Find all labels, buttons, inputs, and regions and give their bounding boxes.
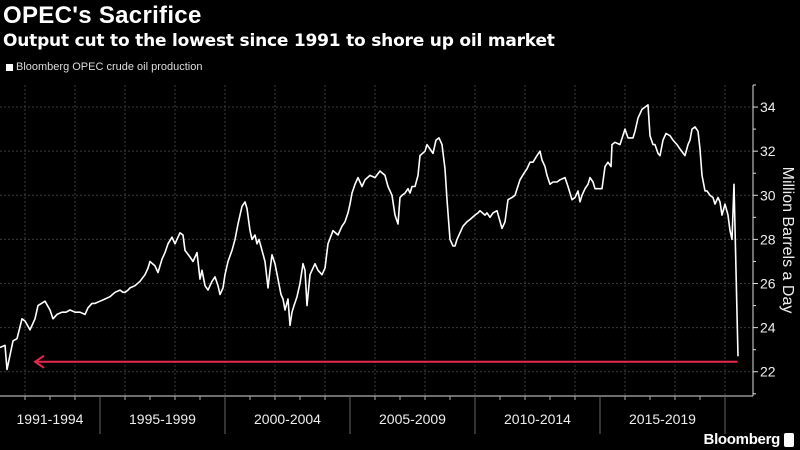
series-line xyxy=(0,104,739,371)
chart-subtitle: Output cut to the lowest since 1991 to s… xyxy=(3,31,555,51)
x-period-label: 2000-2004 xyxy=(254,411,321,427)
bloomberg-terminal-icon xyxy=(784,432,794,447)
axes: 22 24 26 28 30 32 34 1991-1994 1995-1999 2000-200… xyxy=(0,84,776,434)
bloomberg-logo: Bloomberg xyxy=(704,431,794,448)
x-period-label: 1995-1999 xyxy=(129,411,196,427)
legend-swatch xyxy=(6,63,13,71)
gridlines xyxy=(0,85,753,396)
y-tick-label: 34 xyxy=(760,99,776,115)
legend-label: Bloomberg OPEC crude oil production xyxy=(16,61,203,73)
y-axis-label: Million Barrels a Day xyxy=(779,166,796,314)
y-tick-label: 22 xyxy=(760,364,776,380)
arrow-left-icon xyxy=(33,354,45,369)
y-tick-label: 32 xyxy=(760,143,776,159)
x-period-label: 2015-2019 xyxy=(629,411,696,427)
y-tick-label: 26 xyxy=(760,276,776,292)
legend: Bloomberg OPEC crude oil production xyxy=(6,61,202,73)
x-period-label: 2010-2014 xyxy=(504,411,571,427)
annotations xyxy=(33,354,738,369)
brand-name: Bloomberg xyxy=(703,431,781,448)
y-tick-label: 28 xyxy=(760,231,776,247)
y-tick-label: 30 xyxy=(760,187,776,203)
x-period-label: 1991-1994 xyxy=(17,411,84,427)
chart-title: OPEC's Sacrifice xyxy=(3,2,202,29)
series xyxy=(0,104,739,371)
x-period-label: 2005-2009 xyxy=(379,411,446,427)
y-tick-label: 24 xyxy=(760,320,776,336)
